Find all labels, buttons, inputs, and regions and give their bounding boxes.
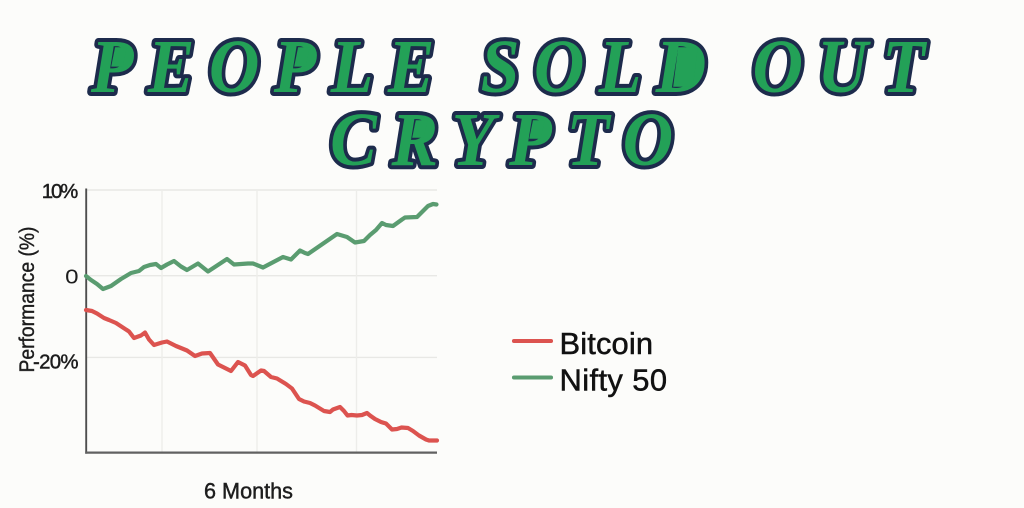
svg-text:-20%: -20% xyxy=(33,351,79,373)
svg-text:Nifty 50: Nifty 50 xyxy=(560,362,668,397)
svg-text:CRYPTO: CRYPTO xyxy=(330,97,688,181)
svg-text:PEOPLE SOLD OUT: PEOPLE SOLD OUT xyxy=(90,24,939,108)
svg-text:0: 0 xyxy=(65,265,78,288)
svg-text:Performance (%): Performance (%) xyxy=(16,227,39,373)
svg-text:10%: 10% xyxy=(42,181,79,203)
svg-text:Bitcoin: Bitcoin xyxy=(560,326,654,361)
svg-text:6 Months: 6 Months xyxy=(204,479,293,504)
